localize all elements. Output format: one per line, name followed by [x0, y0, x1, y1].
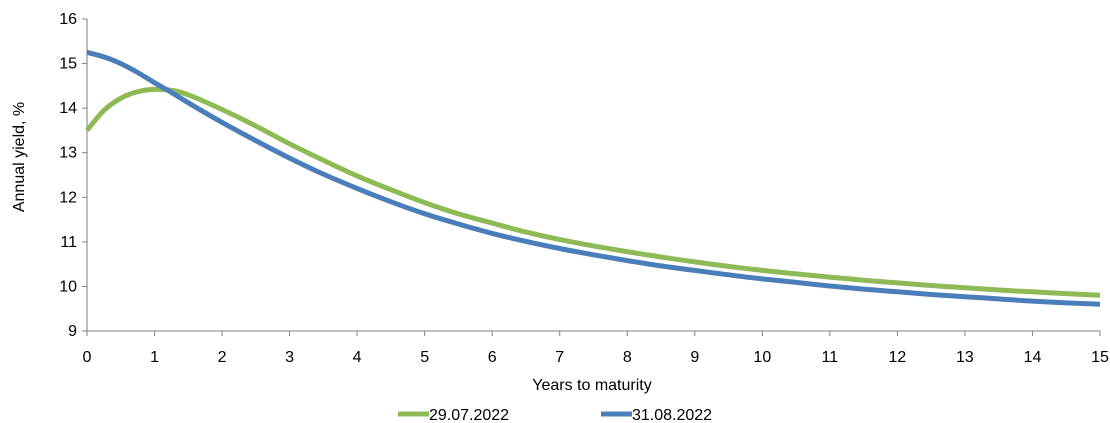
x-tick-label: 2	[218, 349, 227, 366]
y-tick-label: 14	[59, 100, 77, 117]
y-tick-label: 13	[59, 145, 77, 162]
x-tick-label: 6	[488, 349, 497, 366]
y-tick-label: 12	[59, 189, 77, 206]
x-tick-label: 4	[353, 349, 362, 366]
x-tick-label: 12	[889, 349, 907, 366]
y-tick-label: 15	[59, 56, 77, 73]
y-tick-label: 9	[68, 323, 77, 340]
x-tick-label: 10	[753, 349, 771, 366]
x-tick-label: 1	[150, 349, 159, 366]
series-layer	[85, 49, 1101, 307]
y-tick-label: 10	[59, 278, 77, 295]
series-line-1	[85, 86, 1101, 298]
x-tick-label: 14	[1024, 349, 1042, 366]
x-tick-label: 5	[420, 349, 429, 366]
y-axis-title: Annual yield, %	[11, 102, 28, 212]
legend: 29.07.2022 31.08.2022	[398, 407, 712, 423]
x-tick-label: 8	[623, 349, 632, 366]
x-axis-title: Years to maturity	[532, 377, 651, 394]
x-tick-label: 7	[555, 349, 564, 366]
x-tick-label: 0	[83, 349, 92, 366]
x-tick-label: 13	[956, 349, 974, 366]
x-tick-label: 9	[690, 349, 699, 366]
x-tick-label: 15	[1091, 349, 1109, 366]
y-tick-label: 16	[59, 11, 77, 28]
legend-label-1: 29.07.2022	[429, 407, 509, 423]
series-line-2	[86, 49, 1101, 307]
y-tick-label: 11	[60, 234, 77, 251]
legend-label-2: 31.08.2022	[632, 407, 712, 423]
x-tick-label: 11	[822, 349, 839, 366]
x-tick-label: 3	[285, 349, 294, 366]
